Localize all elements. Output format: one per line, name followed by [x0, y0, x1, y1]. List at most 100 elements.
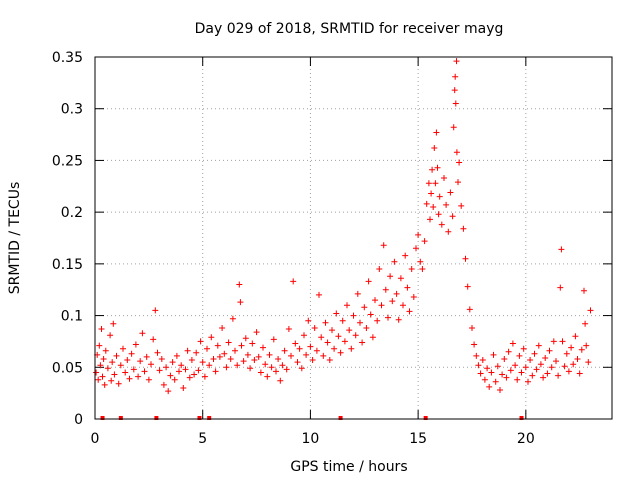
x-tick-label: 10 — [302, 431, 320, 447]
data-point — [518, 369, 525, 376]
data-point — [264, 373, 271, 380]
data-point — [145, 376, 152, 383]
data-point — [546, 347, 553, 354]
data-point — [186, 374, 193, 381]
data-point — [452, 100, 459, 107]
data-point — [173, 352, 180, 359]
data-point — [236, 281, 243, 288]
x-tick-label: 0 — [91, 431, 100, 447]
data-point — [438, 221, 445, 228]
data-point — [525, 378, 531, 385]
data-point — [434, 164, 441, 171]
data-point — [273, 368, 279, 375]
data-point — [266, 351, 273, 358]
data-point — [148, 361, 154, 368]
data-point — [182, 366, 189, 373]
data-point — [171, 376, 178, 383]
data-point — [303, 351, 310, 358]
data-point — [514, 376, 521, 383]
data-point — [481, 376, 488, 383]
data-point — [535, 342, 542, 349]
data-point — [449, 213, 456, 220]
data-point — [156, 367, 163, 374]
data-point — [216, 353, 223, 360]
data-point — [563, 350, 570, 357]
data-point — [367, 311, 374, 318]
data-point — [169, 359, 176, 366]
data-point — [163, 364, 170, 371]
data-point — [460, 225, 467, 232]
data-point — [553, 358, 559, 365]
data-point — [512, 362, 519, 369]
data-point — [292, 340, 299, 347]
data-point — [561, 363, 568, 370]
data-point — [402, 252, 409, 259]
data-point — [111, 371, 118, 378]
data-point — [232, 347, 238, 354]
data-point — [380, 242, 387, 249]
data-point — [435, 211, 442, 218]
data-point — [180, 385, 187, 391]
data-point — [558, 246, 565, 253]
x-tick-label: 20 — [517, 431, 535, 447]
data-point — [301, 332, 307, 339]
data-point — [206, 362, 213, 369]
data-point — [415, 231, 422, 238]
data-point — [288, 352, 294, 359]
data-point — [152, 307, 159, 314]
data-point — [298, 365, 305, 372]
data-point — [99, 373, 106, 380]
data-point — [365, 278, 372, 285]
data-point — [550, 338, 557, 345]
data-point — [294, 359, 301, 366]
data-point — [453, 58, 460, 65]
data-point — [283, 366, 290, 373]
data-point — [568, 344, 575, 351]
data-point — [110, 320, 117, 327]
x-tick-label: 5 — [198, 431, 207, 447]
data-point — [350, 312, 357, 319]
data-point — [296, 345, 303, 352]
data-point — [167, 372, 174, 379]
data-point — [484, 365, 491, 372]
data-point — [290, 278, 297, 285]
data-point — [372, 297, 378, 304]
data-point — [309, 357, 316, 363]
data-point — [406, 308, 413, 315]
data-point — [270, 336, 277, 343]
grid — [95, 57, 612, 419]
data-point — [107, 332, 114, 339]
data-point — [450, 124, 457, 131]
data-point — [320, 352, 327, 359]
data-point — [285, 326, 292, 332]
data-point — [400, 302, 406, 309]
data-point — [458, 202, 465, 209]
data-point — [311, 325, 318, 331]
data-point — [197, 338, 204, 345]
data-point — [393, 290, 400, 297]
data-point — [583, 342, 590, 349]
data-point — [354, 290, 361, 297]
data-point — [348, 345, 355, 352]
data-point — [501, 356, 508, 362]
data-point — [531, 350, 538, 357]
data-point — [113, 352, 120, 359]
data-point — [387, 273, 394, 280]
data-point — [466, 306, 473, 313]
data-point — [533, 366, 540, 373]
data-point — [516, 352, 523, 359]
data-point — [423, 200, 430, 207]
data-point — [572, 333, 579, 340]
data-point — [492, 378, 499, 385]
data-point — [374, 317, 381, 324]
data-point — [557, 284, 564, 291]
data-point — [537, 361, 544, 368]
data-point — [559, 338, 566, 345]
data-point — [100, 356, 107, 362]
data-point — [359, 339, 366, 346]
axis-markers — [100, 416, 524, 420]
data-point — [268, 364, 275, 371]
data-point — [158, 356, 165, 362]
data-point — [570, 361, 577, 368]
data-point — [115, 380, 122, 387]
